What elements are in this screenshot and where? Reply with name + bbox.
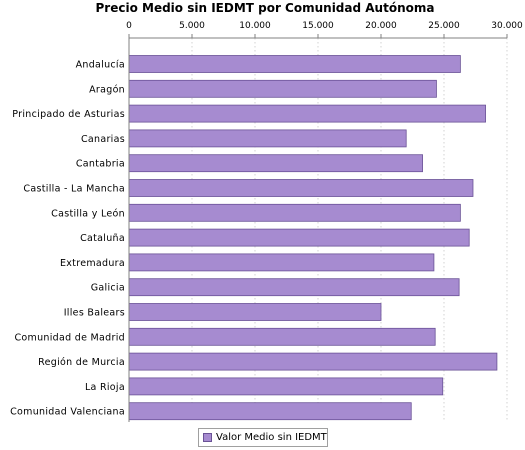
bar [128, 104, 486, 123]
x-tick-label: 10.000 [239, 21, 271, 31]
x-tick-label: 25.000 [428, 21, 460, 31]
legend-swatch [203, 433, 212, 442]
bars [128, 55, 498, 421]
category-label: Extremadura [60, 258, 125, 269]
category-label: Castilla y León [51, 208, 125, 219]
bar [128, 79, 437, 98]
bar [128, 129, 407, 148]
bar [128, 253, 435, 272]
category-label: Galicia [91, 283, 125, 294]
category-labels: Andalucía Aragón Principado de Asturias Can… [10, 60, 125, 418]
category-label: Illes Balears [64, 308, 125, 319]
bar [128, 327, 436, 346]
chart-title: Precio Medio sin IEDMT por Comunidad Aut… [96, 1, 435, 15]
x-tick-label: 5.000 [179, 21, 205, 31]
bar [128, 352, 498, 371]
category-label: Cantabria [76, 159, 125, 170]
bar [128, 402, 412, 421]
bar [128, 303, 382, 321]
bar [128, 377, 444, 396]
category-label: Comunidad de Madrid [14, 332, 125, 343]
bar [128, 228, 470, 247]
category-label: Aragón [89, 84, 125, 95]
x-tick-label: 15.000 [302, 21, 334, 31]
bar [128, 55, 461, 73]
x-tick-label: 0 [126, 21, 132, 31]
legend: Valor Medio sin IEDMT [198, 428, 328, 447]
category-label: Cataluña [80, 233, 125, 244]
bar [128, 278, 460, 297]
category-label: Principado de Asturias [12, 109, 125, 120]
category-label: Comunidad Valenciana [10, 407, 125, 418]
x-axis-ticks: 0 5.000 10.000 15.000 20.000 25.000 30.000 [126, 21, 523, 38]
bar [128, 154, 423, 173]
category-label: Canarias [81, 134, 125, 145]
bar [128, 203, 461, 222]
x-tick-label: 30.000 [491, 21, 523, 31]
bar [128, 179, 474, 197]
category-label: Castilla - La Mancha [23, 184, 125, 195]
category-label: Región de Murcia [38, 357, 125, 368]
category-label: La Rioja [85, 382, 125, 393]
x-tick-label: 20.000 [365, 21, 397, 31]
category-label: Andalucía [76, 60, 125, 71]
legend-label: Valor Medio sin IEDMT [216, 432, 327, 443]
